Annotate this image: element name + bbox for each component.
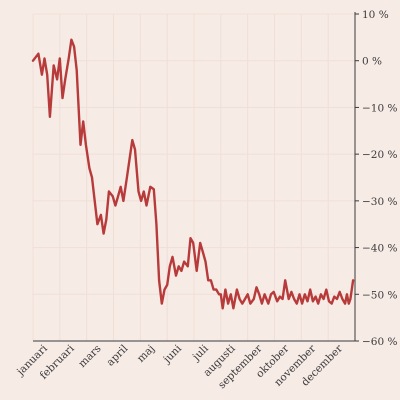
- y-tick-label: 10 %: [362, 9, 389, 21]
- y-tick-label: −10 %: [362, 102, 397, 114]
- y-tick-label: −20 %: [362, 149, 397, 161]
- y-tick-label: −30 %: [362, 196, 397, 208]
- y-tick-labels: 10 % 0 % −10 % −20 % −30 % −40 % −50 % −60 %: [355, 9, 397, 348]
- y-tick-label: 0 %: [362, 56, 382, 68]
- grid: [32, 13, 356, 342]
- y-tick-label: −60 %: [362, 336, 397, 348]
- series-line-0: [31, 38, 355, 310]
- series: [31, 38, 355, 310]
- x-tick-label-maj: maj: [135, 343, 157, 365]
- x-tick-label-juni: juni: [160, 342, 185, 367]
- y-tick-label: −50 %: [362, 289, 397, 301]
- x-tick-label-juli: juli: [189, 342, 211, 364]
- x-tick-label-april: april: [104, 342, 130, 368]
- y-axis: [33, 12, 356, 342]
- x-tick-label-mars: mars: [76, 343, 103, 370]
- y-tick-label: −40 %: [362, 243, 397, 255]
